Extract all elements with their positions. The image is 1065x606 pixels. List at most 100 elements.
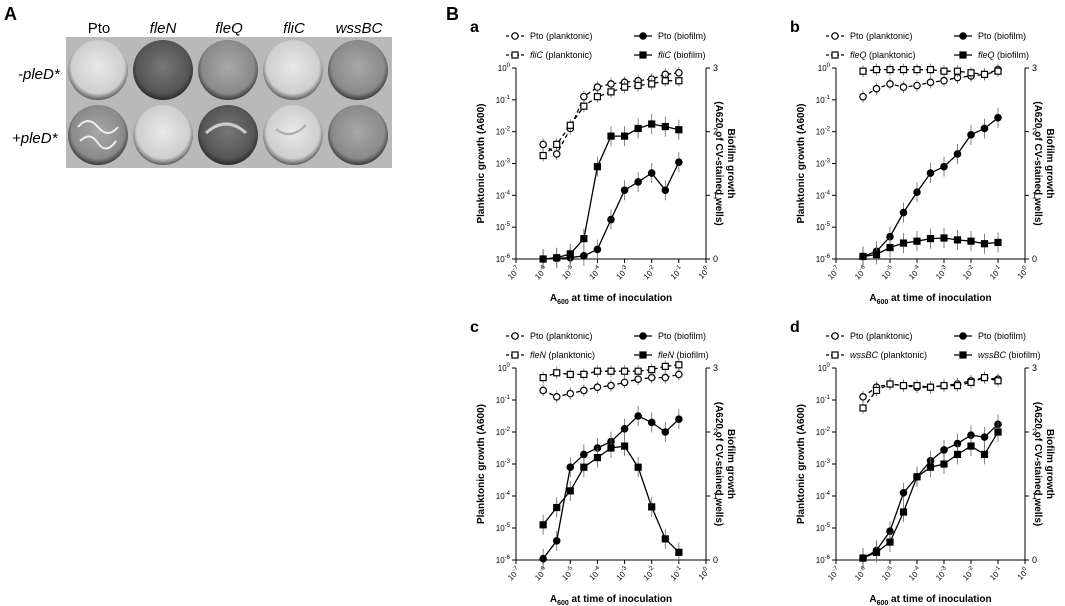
data-point [886, 80, 894, 88]
data-point [913, 382, 921, 390]
legend-label: Pto (biofilm) [658, 331, 706, 341]
data-point [859, 554, 867, 562]
series-line [862, 423, 999, 559]
series-line [542, 364, 679, 379]
data-point [580, 450, 588, 459]
well-wssbc-minus [328, 40, 388, 100]
data-point [899, 239, 908, 247]
data-point [593, 383, 602, 392]
data-point [859, 67, 867, 75]
chart-d: d Pto (planktonic) Pto (biofilm) wssBC (pla… [790, 319, 1055, 606]
data-point [940, 234, 948, 242]
data-point [620, 424, 629, 433]
legend-marker [511, 32, 519, 40]
y-right-tick-label: 0 [1032, 555, 1037, 565]
data-point [926, 169, 935, 177]
legend-marker [639, 351, 647, 359]
legend-marker [959, 32, 967, 40]
legend-entry: fliC (planktonic) [506, 50, 592, 60]
data-point [980, 124, 989, 133]
series-wssbc-planktonic [859, 371, 1002, 414]
legend-marker [831, 332, 839, 340]
data-point [940, 382, 948, 390]
data-point [994, 238, 1002, 247]
data-point [648, 366, 656, 374]
x-tick-label: 10-2 [641, 264, 659, 282]
y-left-tick-label: 10-2 [496, 127, 511, 137]
y-right-axis-label: Biofilm growth(A620 of CV-stained wells) [713, 402, 736, 526]
y-right-tick-label: 3 [1032, 363, 1037, 373]
legend-entry: wssBC (biofilm) [954, 350, 1041, 360]
y-left-tick-label: 100 [818, 63, 831, 73]
x-tick-label: 10-4 [587, 565, 605, 583]
y-left-tick-label: 10-2 [816, 427, 831, 437]
data-point [580, 252, 588, 260]
well-flen-minus [133, 40, 193, 100]
data-point [926, 463, 935, 471]
x-tick-label: 10-5 [879, 565, 897, 583]
data-point [648, 80, 656, 88]
data-point [967, 131, 975, 139]
legend-entry: Pto (biofilm) [634, 331, 706, 341]
data-point [675, 158, 683, 167]
well-pto-plus [68, 105, 128, 165]
data-point [675, 370, 683, 379]
y-left-tick-label: 10-3 [816, 459, 831, 469]
data-point [886, 65, 894, 74]
data-point [940, 162, 948, 171]
legend-marker [511, 351, 519, 359]
data-point [634, 124, 642, 133]
y-left-tick-label: 10-4 [496, 190, 511, 200]
y-right-tick-label: 1 [1032, 190, 1037, 200]
data-point [634, 178, 642, 186]
x-tick-label: 10-4 [906, 565, 924, 583]
data-point [580, 92, 588, 101]
x-tick-label: 10-1 [668, 565, 686, 583]
series-pto-planktonic [539, 368, 683, 403]
data-point [634, 412, 642, 420]
biofilm-plate-photo [66, 37, 392, 168]
y-left-tick-label: 10-3 [496, 159, 511, 169]
data-point [620, 83, 629, 91]
data-point [899, 208, 908, 217]
series-line [542, 445, 680, 553]
data-point [593, 245, 602, 254]
series-fleq-planktonic [859, 63, 1002, 81]
y-left-tick-label: 100 [818, 363, 831, 373]
y-right-tick-label: 1 [1032, 491, 1037, 501]
y-left-tick-label: 10-6 [496, 254, 511, 264]
data-point [553, 503, 561, 512]
well-flen-plus [133, 105, 193, 165]
data-point [607, 381, 615, 390]
y-left-tick-label: 10-3 [816, 159, 831, 169]
data-point [566, 250, 574, 258]
data-point [953, 67, 962, 75]
y-right-axis-label: Biofilm growth(A620 of CV-stained wells) [1032, 402, 1055, 526]
legend-marker [639, 51, 647, 59]
legend-entry: fliC (biofilm) [634, 50, 706, 60]
x-tick-label: 10-7 [825, 565, 843, 583]
x-tick-label: 10-1 [668, 264, 686, 282]
panel-b-letter: B [446, 4, 459, 24]
legend-entry: wssBC (planktonic) [826, 350, 927, 360]
legend-marker [639, 332, 647, 340]
series-flic-planktonic [539, 74, 683, 162]
x-tick-label: 10-6 [532, 565, 550, 583]
x-tick-label: 100 [1015, 265, 1031, 281]
data-point [552, 392, 561, 401]
data-point [953, 382, 962, 390]
y-left-tick-label: 10-5 [496, 523, 511, 533]
series-pto-biofilm [539, 406, 683, 569]
series-pto-biofilm [539, 152, 683, 269]
data-point [980, 374, 989, 382]
data-point [899, 488, 908, 497]
data-point [994, 67, 1002, 75]
data-point [967, 69, 975, 77]
series-pto-biofilm [859, 414, 1002, 569]
legend-entry: Pto (biofilm) [954, 331, 1026, 341]
data-point [593, 367, 602, 375]
series-fleq-biofilm [859, 227, 1002, 267]
data-point [607, 444, 615, 452]
strain-label-wssbc: wssBC [335, 20, 383, 37]
strain-label-pto: Pto [87, 20, 111, 37]
